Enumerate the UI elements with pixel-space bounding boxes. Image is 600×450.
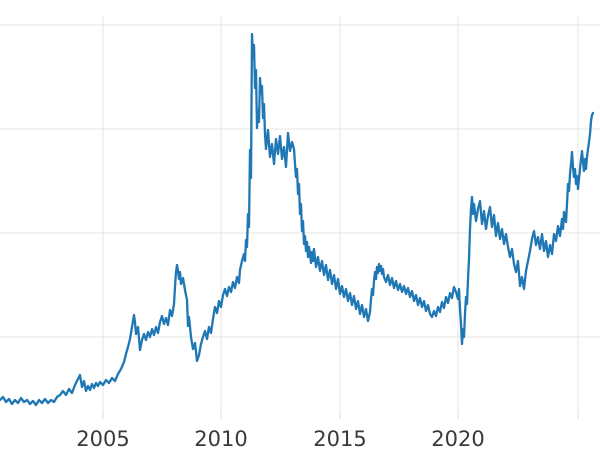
x-tick-label: 2015 [313, 427, 366, 450]
x-tick-label: 2005 [76, 427, 129, 450]
x-tick-label: 2010 [194, 427, 247, 450]
price-series-line [0, 32, 595, 407]
x-tick-label: 2020 [431, 427, 484, 450]
